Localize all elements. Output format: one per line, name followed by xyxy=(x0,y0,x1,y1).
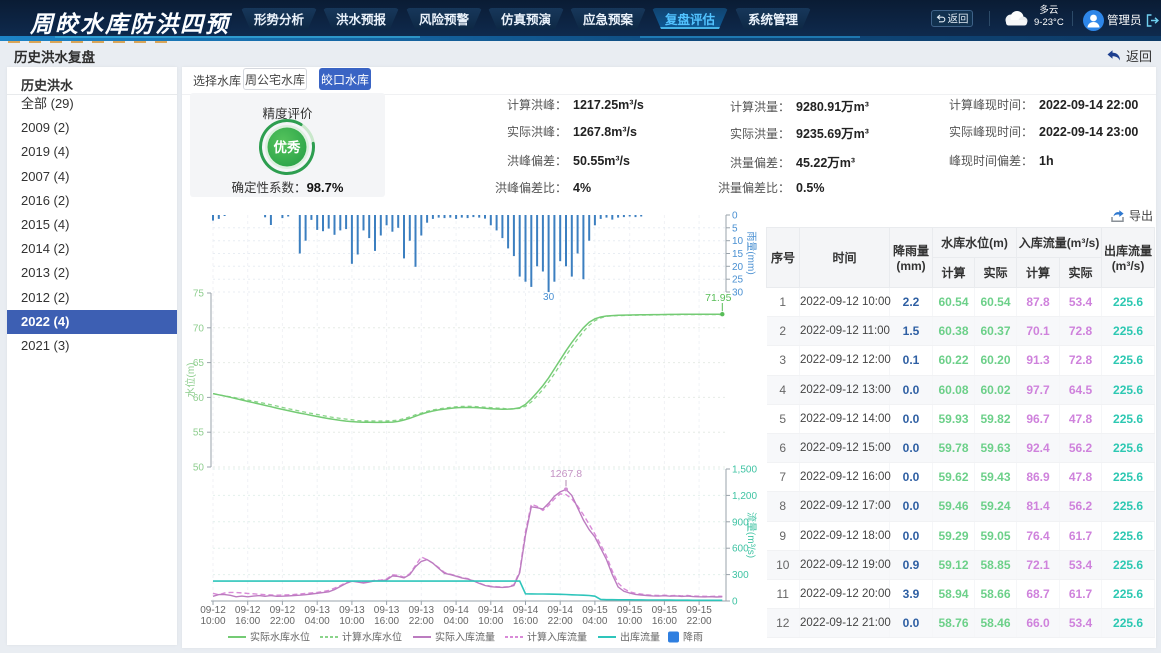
svg-text:09-15: 09-15 xyxy=(582,605,608,616)
svg-text:22:00: 22:00 xyxy=(270,616,295,627)
svg-text:出库流量: 出库流量 xyxy=(620,631,660,644)
svg-text:降雨: 降雨 xyxy=(683,631,703,644)
svg-text:实际入库流量: 实际入库流量 xyxy=(435,631,495,644)
svg-text:5: 5 xyxy=(732,223,738,234)
svg-text:流量(m³/s): 流量(m³/s) xyxy=(745,512,758,558)
svg-text:1,200: 1,200 xyxy=(732,491,757,502)
svg-text:22:00: 22:00 xyxy=(687,616,712,627)
svg-text:600: 600 xyxy=(732,544,749,555)
svg-text:09-15: 09-15 xyxy=(686,605,712,616)
svg-text:0: 0 xyxy=(732,597,738,608)
svg-text:09-13: 09-13 xyxy=(304,605,330,616)
svg-text:70: 70 xyxy=(193,323,205,334)
svg-text:50: 50 xyxy=(193,463,205,474)
svg-text:09-13: 09-13 xyxy=(374,605,400,616)
svg-text:55: 55 xyxy=(193,428,205,439)
svg-text:04:00: 04:00 xyxy=(444,616,469,627)
svg-text:10:00: 10:00 xyxy=(478,616,503,627)
svg-text:04:00: 04:00 xyxy=(582,616,607,627)
svg-text:30: 30 xyxy=(732,288,744,299)
svg-text:09-15: 09-15 xyxy=(652,605,678,616)
svg-text:09-13: 09-13 xyxy=(339,605,365,616)
svg-text:900: 900 xyxy=(732,517,749,528)
svg-text:22:00: 22:00 xyxy=(548,616,573,627)
svg-text:09-14: 09-14 xyxy=(513,605,539,616)
svg-text:09-14: 09-14 xyxy=(443,605,469,616)
svg-text:雨量(mm): 雨量(mm) xyxy=(745,231,757,274)
svg-text:水位(m): 水位(m) xyxy=(184,363,197,398)
svg-text:300: 300 xyxy=(732,570,749,581)
svg-text:16:00: 16:00 xyxy=(513,616,538,627)
svg-text:16:00: 16:00 xyxy=(652,616,677,627)
svg-text:优秀: 优秀 xyxy=(274,139,301,155)
svg-text:20: 20 xyxy=(732,262,744,273)
svg-text:16:00: 16:00 xyxy=(374,616,399,627)
svg-text:10:00: 10:00 xyxy=(200,616,225,627)
svg-text:09-14: 09-14 xyxy=(478,605,504,616)
svg-text:09-12: 09-12 xyxy=(235,605,261,616)
svg-text:10:00: 10:00 xyxy=(339,616,364,627)
svg-text:09-15: 09-15 xyxy=(617,605,643,616)
svg-text:16:00: 16:00 xyxy=(235,616,260,627)
svg-text:60: 60 xyxy=(193,393,205,404)
svg-text:实际水库水位: 实际水库水位 xyxy=(250,631,310,644)
svg-text:计算入库流量: 计算入库流量 xyxy=(527,631,587,644)
svg-text:15: 15 xyxy=(732,249,744,260)
svg-text:09-13: 09-13 xyxy=(409,605,435,616)
svg-text:09-12: 09-12 xyxy=(270,605,296,616)
svg-text:25: 25 xyxy=(732,275,744,286)
svg-text:65: 65 xyxy=(193,358,205,369)
svg-text:10:00: 10:00 xyxy=(617,616,642,627)
svg-text:09-14: 09-14 xyxy=(547,605,573,616)
svg-text:30: 30 xyxy=(543,292,555,303)
svg-text:09-12: 09-12 xyxy=(200,605,226,616)
svg-text:22:00: 22:00 xyxy=(409,616,434,627)
svg-text:04:00: 04:00 xyxy=(305,616,330,627)
svg-text:1,500: 1,500 xyxy=(732,465,757,476)
svg-text:75: 75 xyxy=(193,289,205,300)
svg-text:10: 10 xyxy=(732,236,744,247)
svg-text:1267.8: 1267.8 xyxy=(550,468,582,480)
svg-text:71.95: 71.95 xyxy=(705,292,731,304)
svg-text:计算水库水位: 计算水库水位 xyxy=(342,631,402,644)
svg-text:0: 0 xyxy=(732,211,738,222)
